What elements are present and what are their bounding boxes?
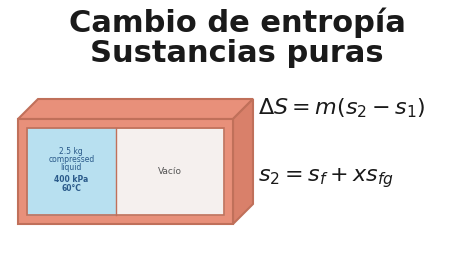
Polygon shape [18,99,253,119]
Text: Cambio de entropía: Cambio de entropía [69,8,405,38]
Text: liquid: liquid [61,163,82,172]
Text: Sustancias puras: Sustancias puras [90,39,384,68]
Text: compressed: compressed [48,155,94,164]
Polygon shape [233,99,253,224]
Text: $\Delta S = m(s_2 - s_1)$: $\Delta S = m(s_2 - s_1)$ [258,96,425,120]
Polygon shape [18,119,233,224]
Text: 60°C: 60°C [62,184,81,193]
Text: 400 kPa: 400 kPa [54,175,89,184]
Text: $s_2 = s_f + xs_{fg}$: $s_2 = s_f + xs_{fg}$ [258,166,394,190]
Polygon shape [27,128,116,215]
Polygon shape [116,128,224,215]
Text: Vacío: Vacío [158,167,182,176]
Text: 2.5 kg: 2.5 kg [59,147,83,156]
